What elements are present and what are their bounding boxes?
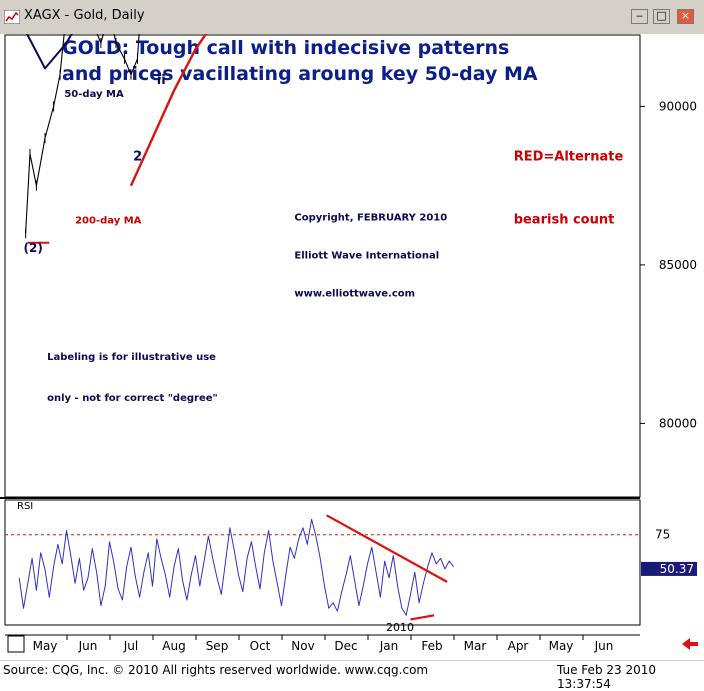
chart-annotation: Labeling is for illustrative use (47, 352, 216, 363)
rsi-series-line (410, 614, 435, 621)
chart-title: and prices vacillating aroung key 50-day… (62, 63, 538, 85)
x-tick-label: Jan (379, 639, 399, 653)
footer-timestamp: Tue Feb 23 2010 13:37:54 (557, 663, 656, 691)
footer-bar: Source: CQG, Inc. © 2010 All rights rese… (0, 660, 704, 691)
chart-annotation: RED=Alternate (514, 149, 624, 164)
x-tick-label: Apr (508, 639, 529, 653)
x-tick-label: Nov (291, 639, 314, 653)
chart-annotation: ii (157, 73, 166, 88)
x-tick-label: Jul (123, 639, 138, 653)
rsi-plot-frame (4, 499, 641, 626)
x-tick-label: Dec (334, 639, 357, 653)
chart-annotation: bearish count (514, 213, 615, 228)
y-tick-label: 85000 (659, 258, 697, 272)
window-title: XAGX - Gold, Daily (24, 8, 145, 23)
scroll-right-arrow-icon[interactable] (682, 638, 698, 650)
x-tick-label: May (33, 639, 58, 653)
rsi-last-value-label: 50.37 (660, 562, 694, 576)
chart-annotation: www.elliottwave.com (294, 289, 415, 300)
price-chart: GOLD: Tough call with indecisive pattern… (24, 34, 697, 430)
rsi-last-value-box (641, 561, 697, 576)
x-tick-label: May (549, 639, 574, 653)
rsi-chart: 75 50.37 (5, 514, 697, 621)
series-line (129, 34, 208, 187)
x-axis: May Jun Jul Aug Sep Oct Nov Dec Jan Feb Mar Apr May J… (23, 635, 614, 653)
rsi-year-label: 2010 (386, 621, 414, 634)
chart-annotation: only - not for correct "degree" (47, 393, 218, 404)
chart-annotation: 200-day MA (75, 216, 142, 227)
chart-area: GOLD: Tough call with indecisive pattern… (0, 34, 704, 660)
rsi-series-line (326, 514, 448, 583)
chart-annotation: 2 (133, 149, 142, 164)
chart-app-icon (4, 10, 20, 24)
x-tick-label: Jun (594, 639, 614, 653)
chart-title: GOLD: Tough call with indecisive pattern… (62, 37, 509, 59)
close-button[interactable]: × (677, 9, 694, 24)
footer-source: Source: CQG, Inc. © 2010 All rights rese… (3, 663, 429, 677)
x-tick-label: Mar (464, 639, 487, 653)
rsi-y-tick-label: 75 (655, 528, 670, 542)
chart-annotation: Copyright, FEBRUARY 2010 (294, 213, 447, 224)
window-title-bar: XAGX - Gold, Daily ‒ □ × (0, 0, 704, 34)
maximize-button[interactable]: □ (653, 9, 670, 24)
x-tick-label: Oct (250, 639, 271, 653)
chart-annotation: 50-day MA (64, 89, 124, 100)
x-tick-label: Jun (78, 639, 98, 653)
chart-annotation: Elliott Wave International (294, 251, 439, 262)
x-tick-label: Sep (206, 639, 229, 653)
rsi-panel-title: RSI (17, 501, 33, 512)
rsi-series-line (18, 518, 454, 616)
chart-annotation: (2) (24, 241, 43, 255)
x-tick-label: Feb (421, 639, 442, 653)
y-tick-label: 90000 (659, 99, 697, 113)
price-plot-frame (4, 34, 641, 498)
x-tick-label: Aug (162, 639, 185, 653)
y-tick-label: 80000 (659, 416, 697, 430)
minimize-button[interactable]: ‒ (631, 9, 648, 24)
scroll-box[interactable] (7, 635, 25, 653)
